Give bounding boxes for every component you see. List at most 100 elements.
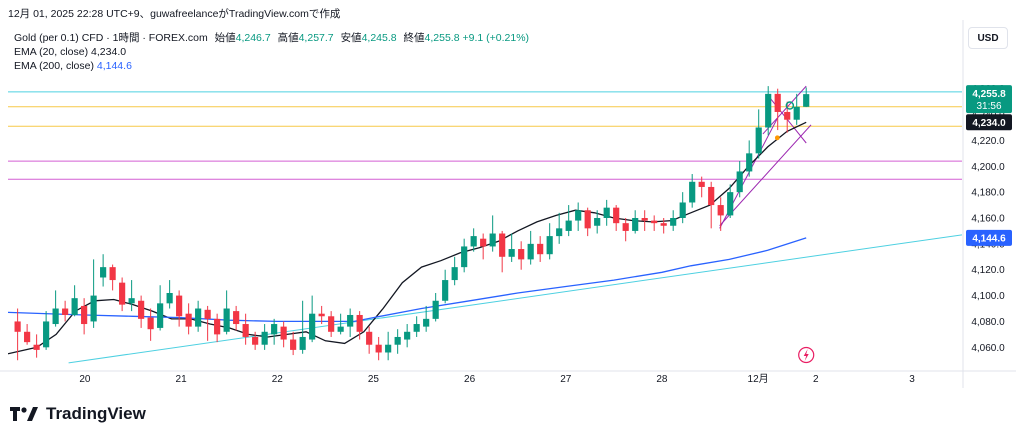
candle [755, 127, 762, 154]
candle [508, 249, 515, 257]
candle [660, 223, 667, 226]
candle [356, 314, 363, 332]
trendline [719, 124, 812, 227]
candle [565, 220, 572, 231]
brand-name: TradingView [46, 404, 146, 423]
candle [489, 233, 496, 247]
open-label: 始値 [214, 32, 236, 44]
ema20-value: 4,234.0 [91, 46, 127, 58]
tradingview-logo: TradingView [10, 404, 146, 424]
candle [556, 228, 563, 237]
y-tick-label: 4,080.0 [971, 317, 1005, 328]
candle [242, 324, 249, 337]
candle [803, 94, 810, 107]
candle [461, 246, 468, 268]
candle [698, 181, 705, 187]
ema20-line [8, 121, 807, 355]
candle [575, 210, 582, 221]
candle [299, 336, 306, 350]
candle [480, 238, 487, 247]
high-value: 4,257.7 [298, 32, 334, 44]
candle [404, 331, 411, 340]
change-value: +9.1 (+0.21%) [462, 32, 530, 44]
x-tick-label: 28 [656, 374, 668, 385]
candle [147, 317, 154, 330]
candle [71, 298, 78, 315]
candle [138, 300, 145, 319]
candle [679, 202, 686, 218]
candle [641, 218, 648, 221]
candle [736, 171, 743, 193]
currency-button[interactable]: USD [968, 27, 1008, 49]
candle [470, 236, 477, 247]
x-tick-label: 22 [272, 374, 284, 385]
candle [366, 331, 373, 345]
candle [33, 344, 40, 350]
ema200-price-label [966, 229, 1012, 246]
high-label: 高値 [277, 32, 299, 44]
candle [689, 181, 696, 203]
y-tick-label: 4,060.0 [971, 343, 1005, 354]
candle [793, 106, 800, 120]
chart-legend: Gold (per 0.1) CFD · 1時間 · FOREX.com 始値 4… [14, 31, 529, 73]
ema200-row[interactable]: EMA (200, close) 4,144.6 [14, 59, 529, 73]
candle [651, 220, 658, 224]
candle [385, 344, 392, 353]
x-tick-label: 21 [176, 374, 188, 385]
x-tick-label: 12月 [748, 373, 769, 385]
candle [413, 324, 420, 332]
candle [328, 316, 335, 332]
alert-marker-icon [785, 101, 795, 110]
candle [318, 313, 325, 317]
candle [24, 331, 31, 343]
candle [176, 295, 183, 317]
plot-area [8, 85, 962, 364]
ema20-row[interactable]: EMA (20, close) 4,234.0 [14, 45, 529, 59]
candle [765, 93, 772, 128]
ema20-label: EMA (20, close) [14, 46, 89, 58]
y-tick-label: 4,100.0 [971, 291, 1005, 302]
candle [195, 308, 202, 327]
close-label: 終値 [403, 32, 425, 44]
candle [594, 218, 601, 226]
candle [774, 93, 781, 112]
tradingview-logo-icon [10, 407, 38, 421]
low-value: 4,245.8 [361, 32, 397, 44]
candle [527, 243, 534, 260]
candle [204, 309, 211, 319]
candle [43, 321, 50, 348]
trendline [68, 234, 962, 364]
candle [81, 305, 88, 325]
candle [537, 243, 544, 255]
symbol-name[interactable]: Gold (per 0.1) CFD · 1時間 · FOREX.com [14, 32, 208, 44]
candle [603, 207, 610, 218]
candle [90, 295, 97, 322]
y-tick-label: 4,200.0 [971, 162, 1005, 173]
y-tick-label: 4,220.0 [971, 136, 1005, 147]
candle [546, 236, 553, 255]
y-tick-label: 4,180.0 [971, 188, 1005, 199]
candle [271, 324, 278, 335]
candle [185, 313, 192, 327]
last-price-value: 4,255.8 [972, 89, 1006, 100]
candle [432, 300, 439, 319]
ema20-line [8, 237, 807, 323]
candle [261, 331, 268, 345]
candle [280, 326, 287, 340]
chart-caption: 12月 01, 2025 22:28 UTC+9、guwafreelanceがT… [8, 8, 341, 20]
candle [499, 233, 506, 257]
candle [451, 267, 458, 281]
candle [233, 311, 240, 325]
ema200-label: EMA (200, close) [14, 60, 94, 72]
ema20-price-value: 4,234.0 [972, 118, 1006, 129]
candle [394, 336, 401, 345]
candle [784, 111, 791, 120]
candle [100, 267, 107, 278]
candle [128, 298, 135, 304]
candle [119, 282, 126, 305]
candle [309, 313, 316, 340]
candle [622, 223, 629, 231]
candle [347, 314, 354, 327]
ema20-price-label [966, 114, 1012, 131]
